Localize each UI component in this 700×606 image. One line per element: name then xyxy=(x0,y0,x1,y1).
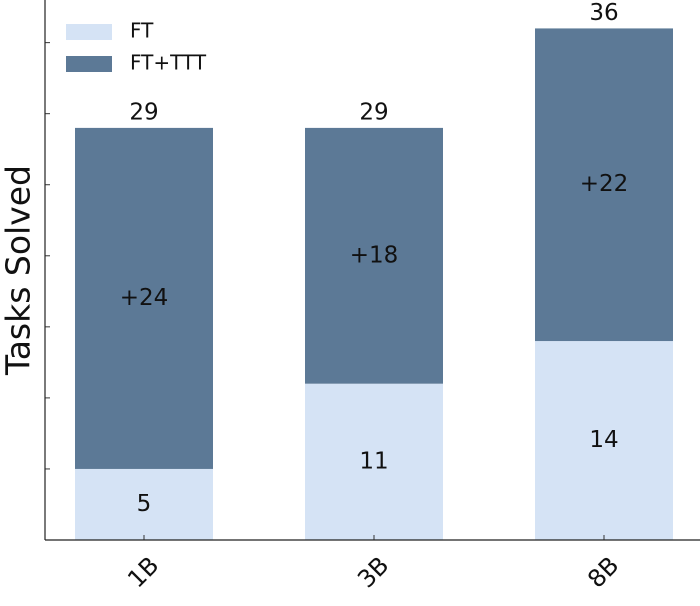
value-label: +22 xyxy=(580,171,629,197)
x-tick-label: 8B xyxy=(582,551,624,593)
y-axis-label: Tasks Solved xyxy=(0,165,38,376)
value-label: +18 xyxy=(350,242,399,268)
legend-label: FT+TTT xyxy=(130,51,207,75)
bar-segment xyxy=(535,341,673,540)
legend-swatch xyxy=(66,56,112,72)
bar-segment xyxy=(535,28,673,342)
bar-segment xyxy=(75,127,213,469)
value-label: 5 xyxy=(137,491,152,517)
total-label: 36 xyxy=(589,0,618,26)
value-label: 14 xyxy=(589,427,618,453)
total-label: 29 xyxy=(359,99,388,125)
bar-segment xyxy=(305,127,443,384)
x-tick-label: 1B xyxy=(122,551,164,593)
value-label: +24 xyxy=(120,285,169,311)
bar-segment xyxy=(305,383,443,540)
value-label: 11 xyxy=(359,448,388,474)
x-tick-label: 3B xyxy=(352,551,394,593)
total-label: 29 xyxy=(129,99,158,125)
legend-swatch xyxy=(66,24,112,40)
bar-segment xyxy=(75,468,213,540)
legend-label: FT xyxy=(130,19,154,43)
